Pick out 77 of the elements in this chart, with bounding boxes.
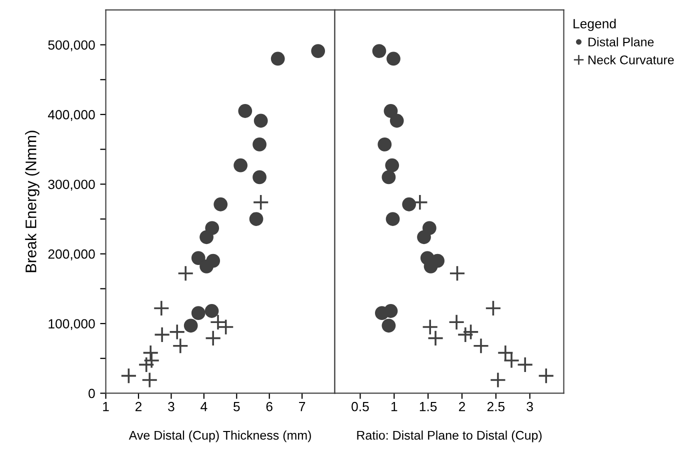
- x-tick-label: 2: [136, 402, 142, 412]
- point: [382, 170, 396, 184]
- point: [204, 304, 219, 318]
- point: [503, 352, 520, 369]
- point: [204, 330, 222, 346]
- point: [252, 138, 266, 152]
- point: [427, 330, 444, 346]
- point: [449, 265, 466, 282]
- legend-title: Legend: [574, 18, 616, 31]
- point: [386, 52, 400, 66]
- point: [252, 194, 270, 210]
- point: [191, 251, 206, 265]
- point: [234, 158, 248, 172]
- x-tick-label: 1.5: [420, 402, 437, 412]
- point: [386, 212, 400, 226]
- y-tick-label: 500,000: [48, 40, 95, 52]
- y-tick-label: 0: [88, 388, 95, 398]
- point: [172, 338, 189, 354]
- point: [485, 300, 502, 316]
- x-tick-label: 4: [200, 402, 208, 412]
- x-axis-title: Ave Distal (Cup) Thickness (mm): [128, 430, 311, 442]
- y-tick-label: 200,000: [48, 249, 95, 260]
- point: [200, 230, 214, 244]
- point: [457, 326, 474, 343]
- point: [252, 170, 266, 184]
- point: [472, 338, 490, 354]
- point: [497, 344, 514, 362]
- point: [141, 372, 158, 388]
- point: [462, 324, 479, 340]
- point: [311, 44, 326, 58]
- y-tick-label: 100,000: [48, 319, 95, 330]
- point: [153, 300, 170, 316]
- point: [218, 318, 234, 336]
- point: [249, 212, 264, 226]
- x-tick-label: 0.5: [352, 402, 369, 412]
- legend-label: Neck Curvature: [588, 55, 674, 64]
- point: [214, 197, 228, 212]
- x-tick-label: 6: [266, 402, 272, 412]
- point: [238, 104, 252, 118]
- point: [120, 368, 137, 384]
- point: [390, 114, 404, 128]
- legend-label: Distal Plane: [588, 37, 654, 46]
- x-tick-label: 2: [458, 402, 465, 412]
- x-tick-label: 3: [526, 402, 533, 412]
- point: [168, 324, 186, 340]
- point: [270, 52, 285, 66]
- point: [402, 197, 416, 212]
- point: [177, 265, 194, 282]
- y-tick-label: 300,000: [48, 180, 95, 191]
- point: [382, 318, 396, 333]
- x-tick-label: 1: [391, 402, 398, 412]
- x-tick-label: 3: [168, 402, 174, 412]
- point: [374, 306, 389, 320]
- point: [384, 104, 398, 118]
- y-tick-label: 400,000: [48, 110, 95, 121]
- point: [490, 372, 506, 388]
- point: [516, 356, 534, 373]
- point: [142, 344, 159, 362]
- point: [422, 318, 438, 336]
- point: [184, 318, 198, 333]
- x-axis-title: Ratio: Distal Plane to Distal (Cup): [357, 430, 542, 442]
- point: [378, 138, 392, 152]
- x-tick-label: 1: [103, 402, 109, 412]
- x-tick-label: 7: [299, 402, 306, 412]
- point: [538, 368, 554, 384]
- point: [372, 44, 386, 58]
- point: [191, 306, 206, 320]
- x-tick-label: 2.5: [487, 402, 505, 412]
- point: [385, 158, 400, 172]
- point: [254, 114, 268, 128]
- point: [448, 314, 465, 330]
- point: [154, 326, 170, 343]
- point: [210, 314, 226, 330]
- y-axis-title: Break Energy (Nmm): [25, 130, 40, 272]
- point: [200, 259, 214, 274]
- point: [417, 230, 431, 244]
- x-tick-label: 5: [234, 402, 240, 412]
